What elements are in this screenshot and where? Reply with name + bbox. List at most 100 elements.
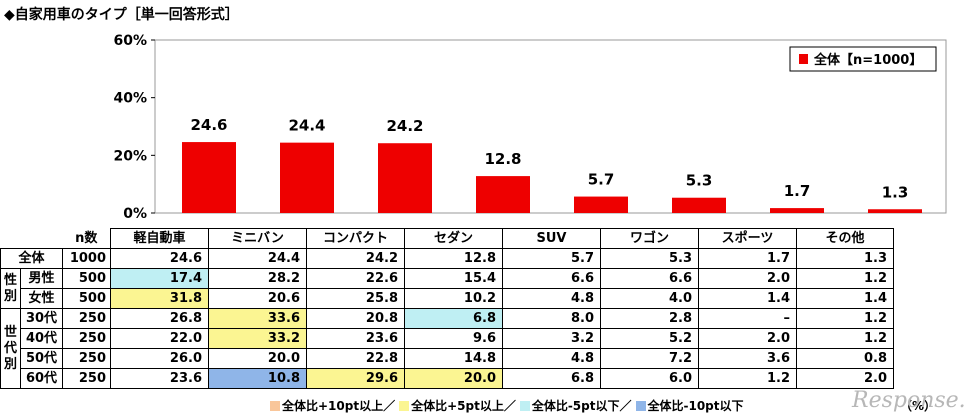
legend-label: 全体【n=1000】 <box>813 52 922 68</box>
category-header: ミニバン <box>208 228 307 249</box>
legend-color-swatch <box>635 401 646 411</box>
category-header: その他 <box>796 228 894 249</box>
table-row: 世代別 30代 250 26.8 33.6 20.8 6.8 8.0 2.8–1.2 <box>0 308 894 389</box>
table-cell: 1.2 <box>698 368 797 389</box>
row-n: 250 <box>62 308 111 329</box>
table-cell: 23.6 <box>306 328 405 349</box>
table-cell: – <box>698 308 797 329</box>
table-cell: 12.8 <box>404 248 503 269</box>
highlight-legend-item: 全体比-5pt以下／ <box>519 399 632 413</box>
legend-color-swatch <box>270 401 280 411</box>
highlight-legend-item: 全体比-10pt以下 <box>635 399 744 413</box>
table-cell: 23.6 <box>110 368 209 389</box>
row-label: 60代 <box>20 368 63 389</box>
bar-value-label: 1.7 <box>784 182 811 200</box>
row-n: 250 <box>62 328 111 349</box>
table-cell: 1.4 <box>698 288 797 309</box>
row-label: 男性 <box>20 268 63 289</box>
table-row: 全体 1000 24.6 24.4 24.2 12.8 5.7 5.3 1.7 1.3 <box>0 248 894 269</box>
table-cell: 3.6 <box>698 348 797 369</box>
bar <box>182 142 236 213</box>
value-labels: 24.6 24.4 24.2 12.8 5.7 5.3 1.7 1.3 <box>190 116 908 201</box>
table-cell: 20.0 <box>208 348 307 369</box>
table-cell: 1.7 <box>698 248 797 269</box>
table-cell: 20.6 <box>208 288 307 309</box>
bar <box>280 142 334 213</box>
table-cell: 29.6 <box>306 368 405 389</box>
row-n: 500 <box>62 288 111 309</box>
table-cell: 24.2 <box>306 248 405 269</box>
highlight-legend-item: 全体比+5pt以上／ <box>399 399 516 413</box>
table-cell: 22.0 <box>110 328 209 349</box>
table-row: 40代 250 22.0 33.2 23.6 9.6 3.2 5.2 2.0 1.2 <box>1 328 894 349</box>
row-n: 250 <box>62 348 111 369</box>
y-tick-label: 20% <box>113 148 147 164</box>
row-n: 500 <box>62 268 111 289</box>
table-cell: 3.2 <box>502 328 601 349</box>
watermark-logo: Response. <box>852 388 966 413</box>
plot-area <box>154 39 947 214</box>
table-cell: 10.8 <box>208 368 307 389</box>
highlight-legend: 全体比+10pt以上／ 全体比+5pt以上／ 全体比-5pt以下／ 全体比-10pt以… <box>270 397 748 414</box>
category-header: スポーツ <box>698 228 797 249</box>
legend-text: 全体比+10pt以上／ <box>282 399 396 413</box>
table-cell: 24.4 <box>208 248 307 269</box>
table-cell: 1.4 <box>796 288 894 309</box>
table-cell: 22.6 <box>306 268 405 289</box>
table-cell: 31.8 <box>110 288 209 309</box>
legend-color-swatch <box>399 401 410 411</box>
table-cell: 6.6 <box>502 268 601 289</box>
table-cell: 0.8 <box>796 348 894 369</box>
table-cell: 15.4 <box>404 268 503 289</box>
table-row: 女性 500 31.8 20.6 25.8 10.2 4.8 4.0 1.4 1.4 <box>1 288 894 309</box>
table-row: 60代 250 23.6 10.8 29.6 20.0 6.8 6.0 1.2 2.0 <box>1 368 894 389</box>
table-row: 性別男性 500 17.4 28.2 22.6 15.4 6.6 6.6 2.0 1.2 <box>0 268 894 309</box>
row-label: 女性 <box>20 288 63 309</box>
legend-text: 全体比-5pt以下／ <box>531 399 632 413</box>
bar <box>672 197 726 213</box>
bar-value-label: 5.3 <box>686 172 713 190</box>
table-cell: 1.2 <box>796 328 894 349</box>
table-cell: 7.2 <box>600 348 699 369</box>
row-label: 30代 <box>20 308 63 329</box>
bar-value-label: 5.7 <box>588 171 615 189</box>
table-cell: 5.2 <box>600 328 699 349</box>
legend-text: 全体比-10pt以下 <box>647 399 744 413</box>
bar-chart: 0% 20% 40% 60% 24.6 24.4 24.2 12.8 5.7 5.3 1.7 1.3… <box>113 33 947 222</box>
row-label: 40代 <box>20 328 63 349</box>
bar-value-label: 24.4 <box>288 117 325 135</box>
table-header-row: n数 軽自動車 ミニバン コンパクト セダン SUV ワゴン スポーツ その他 <box>1 228 894 249</box>
table-cell: 20.0 <box>404 368 503 389</box>
bar <box>868 209 922 213</box>
row-n: 1000 <box>62 248 111 269</box>
row-group-label: 性別 <box>0 268 21 309</box>
row-label: 50代 <box>20 348 63 369</box>
table-cell: 2.0 <box>698 328 797 349</box>
table-cell: 26.8 <box>110 308 209 329</box>
bar-value-label: 24.6 <box>190 116 227 134</box>
table-cell: 2.0 <box>796 368 894 389</box>
unit-label: （%） <box>900 399 937 413</box>
table-cell: 20.8 <box>306 308 405 329</box>
chart-legend: 全体【n=1000】 <box>789 46 937 72</box>
category-header: ワゴン <box>600 228 699 249</box>
table-cell: 24.6 <box>110 248 209 269</box>
table-cell: 6.6 <box>600 268 699 289</box>
table-cell: 5.3 <box>600 248 699 269</box>
bar-series <box>182 142 922 213</box>
table-cell: 28.2 <box>208 268 307 289</box>
category-header: SUV <box>502 228 601 249</box>
table-cell: 33.6 <box>208 308 307 329</box>
row-label: 全体 <box>0 248 63 269</box>
row-group-label: 世代別 <box>0 308 21 389</box>
table-cell: 22.8 <box>306 348 405 369</box>
y-tick-label: 0% <box>123 206 147 222</box>
table-cell: 9.6 <box>404 328 503 349</box>
bar <box>770 208 824 213</box>
legend-swatch <box>799 54 808 64</box>
category-header: 軽自動車 <box>110 228 209 249</box>
table-cell: 8.0 <box>502 308 601 329</box>
table-cell: 1.2 <box>796 268 894 289</box>
legend-text: 全体比+5pt以上／ <box>411 399 516 413</box>
legend-box <box>789 46 937 72</box>
